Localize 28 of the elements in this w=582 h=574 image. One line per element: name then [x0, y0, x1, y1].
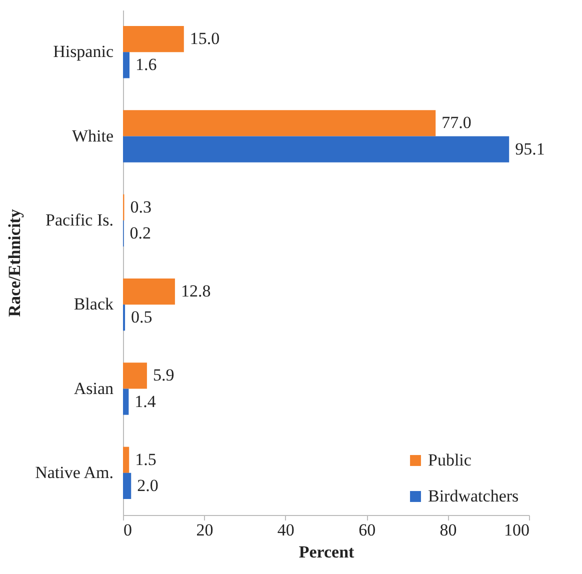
- y-tick-label: Asian: [74, 378, 114, 398]
- data-label: 95.1: [515, 139, 545, 158]
- data-label: 1.4: [134, 392, 156, 411]
- x-tick-label: 100: [504, 520, 530, 540]
- data-label: 2.0: [137, 476, 158, 495]
- y-tick-label: Hispanic: [53, 42, 114, 62]
- data-label: 12.8: [180, 282, 211, 301]
- x-tick-label: 80: [440, 520, 457, 540]
- data-label: 77.0: [442, 113, 472, 132]
- data-label: 5.9: [152, 366, 174, 385]
- y-tick-label: Black: [74, 294, 114, 314]
- data-label: 0.5: [131, 308, 152, 327]
- data-label: 0.3: [130, 197, 152, 216]
- legend-label: Public: [428, 450, 472, 470]
- x-tick-label: 0: [124, 520, 132, 540]
- x-axis-title: Percent: [298, 542, 355, 562]
- x-tick-label: 60: [358, 520, 376, 540]
- data-label: 0.2: [130, 223, 152, 242]
- data-label: 15.0: [190, 29, 220, 48]
- y-tick-label: Pacific Is.: [46, 210, 114, 230]
- data-label: 1.6: [135, 55, 157, 74]
- x-tick-label: 20: [196, 520, 214, 540]
- y-tick-label: White: [72, 126, 114, 146]
- legend-label: Birdwatchers: [428, 486, 519, 506]
- y-tick-label: Native Am.: [35, 462, 114, 482]
- y-axis-title: Race/Ethnicity: [5, 208, 24, 317]
- x-tick-label: 40: [277, 520, 294, 540]
- data-label: 1.5: [135, 450, 156, 469]
